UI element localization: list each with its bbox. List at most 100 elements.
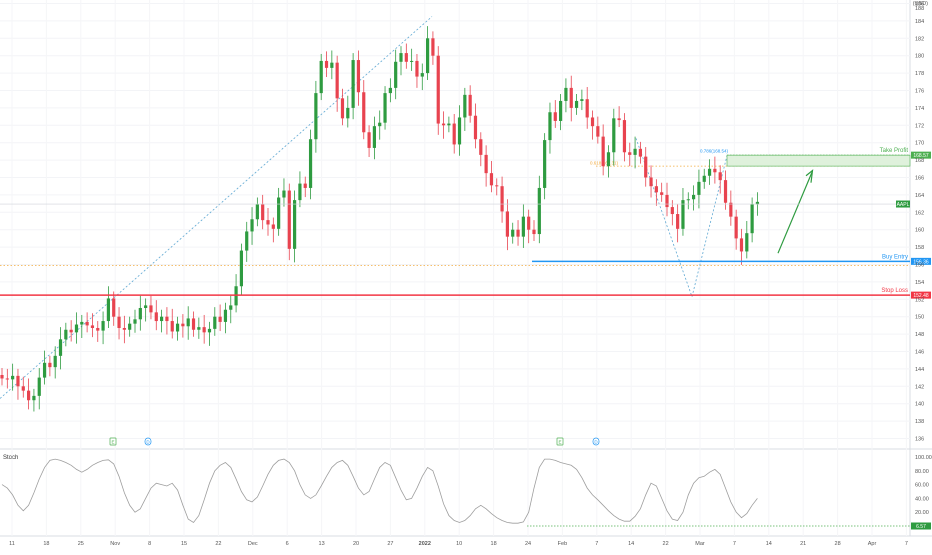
take-profit-label: Take Profit	[880, 148, 909, 154]
stoch-value-tag	[911, 522, 931, 530]
candle-body	[53, 355, 57, 368]
price-tick-label: 176	[915, 89, 924, 95]
candle-body	[670, 207, 674, 215]
take-profit-zone	[726, 154, 911, 167]
time-tick-label: Dec	[248, 541, 258, 547]
time-tick-label: 13	[319, 541, 325, 547]
candle-body	[718, 172, 722, 181]
event-marker-text: D	[594, 440, 598, 445]
time-tick-label: 11	[9, 541, 15, 547]
fib-786-label: 0.786(168.54)	[700, 148, 729, 153]
candle-body	[516, 229, 520, 237]
candle-body	[277, 197, 281, 229]
candle-body	[601, 136, 605, 167]
candle-body	[21, 386, 25, 391]
price-tick-label: 138	[915, 419, 924, 425]
candle-body	[319, 60, 323, 94]
candle-body	[660, 192, 664, 195]
candle-body	[138, 308, 142, 320]
candle-body	[32, 395, 36, 401]
currency-label: (USD)	[913, 1, 928, 7]
candle-body	[441, 123, 446, 126]
candle-body	[580, 99, 584, 101]
candle-body	[122, 328, 126, 330]
stoch-tick-label: 20.00	[915, 510, 929, 516]
time-tick-label: 6	[286, 541, 289, 547]
price-tick-label: 184	[915, 19, 924, 25]
candle-body	[394, 61, 398, 88]
candle-body	[5, 378, 9, 380]
candle-body	[527, 216, 531, 230]
time-tick-label: 22	[215, 541, 221, 547]
candle-body	[197, 327, 201, 330]
candle-body	[16, 375, 20, 387]
time-axis: 11 18 25 Nov 8 15 22 Dec 6 13 20 27 2022 10 18 24 Feb 7 14…	[9, 541, 908, 547]
time-tick-label: 25	[78, 541, 84, 547]
time-tick-label: 7	[733, 541, 736, 547]
candle-body	[282, 190, 286, 198]
candle-body	[723, 180, 728, 203]
candle-body	[457, 117, 462, 145]
candle-body	[543, 140, 547, 188]
price-tick-label: 148	[915, 332, 924, 338]
stoch-pane: 100.00 80.00 60.00 40.00 20.00 6.57	[1, 455, 932, 530]
event-marker-text: E	[111, 440, 114, 445]
candle-body	[298, 183, 302, 201]
time-tick-label: 14	[628, 541, 634, 547]
candle-body	[186, 318, 190, 327]
candle-body	[170, 321, 174, 332]
stoch-tick-label: 80.00	[915, 469, 929, 475]
candle-body	[590, 117, 595, 127]
take-profit-price-tag	[911, 151, 931, 159]
event-marker	[144, 437, 152, 446]
candle-body	[686, 199, 690, 201]
candle-body	[80, 321, 84, 325]
price-tick-label: 168	[915, 158, 924, 164]
candle-body	[191, 318, 196, 330]
candle-body	[436, 55, 440, 124]
candle-body	[255, 204, 259, 220]
candle-body	[447, 123, 451, 126]
candle-body	[165, 316, 169, 322]
candle-body	[463, 94, 467, 118]
stoch-tick-label: 40.00	[915, 496, 929, 502]
stoch-value: 6.57	[916, 524, 926, 530]
price-tick-label: 150	[915, 315, 924, 321]
candle-body	[388, 87, 392, 94]
price-tick-label: 182	[915, 36, 924, 42]
time-tick-label: 24	[525, 541, 531, 547]
event-marker-text: D	[146, 440, 150, 445]
grid-layer	[0, 3, 910, 439]
candle-body	[426, 38, 430, 74]
price-tick-label: 152	[915, 297, 924, 303]
trend-lines: 0.618(167.31)0.786(168.54)	[0, 16, 910, 399]
candle-body	[266, 220, 270, 225]
candle-body	[495, 185, 499, 187]
candle-body	[293, 200, 297, 249]
candle-body	[128, 323, 132, 330]
candle-body	[702, 175, 706, 182]
candle-body	[654, 186, 658, 193]
candle-body	[330, 62, 334, 68]
candle-body	[729, 202, 733, 217]
trendline-dashed	[0, 16, 433, 399]
candle-body	[245, 231, 249, 251]
candle-body	[633, 148, 637, 155]
candle-body	[372, 126, 376, 148]
candle-body	[569, 87, 573, 108]
price-tick-label: 142	[915, 384, 924, 390]
stoch-tick-label: 100.00	[915, 455, 932, 461]
candle-body	[548, 112, 552, 141]
stop-loss-price: 152.48	[913, 293, 929, 299]
candle-body	[144, 305, 148, 308]
candle-body	[90, 325, 95, 329]
time-tick-label: 7	[905, 541, 908, 547]
candle-body	[133, 319, 137, 324]
time-tick-label: 28	[835, 541, 841, 547]
take-profit-price: 168.57	[913, 153, 929, 159]
price-tick-label: 140	[915, 402, 924, 408]
symbol-label: AAPL	[897, 202, 910, 208]
candle-body	[553, 112, 557, 121]
price-tick-label: 178	[915, 71, 924, 77]
